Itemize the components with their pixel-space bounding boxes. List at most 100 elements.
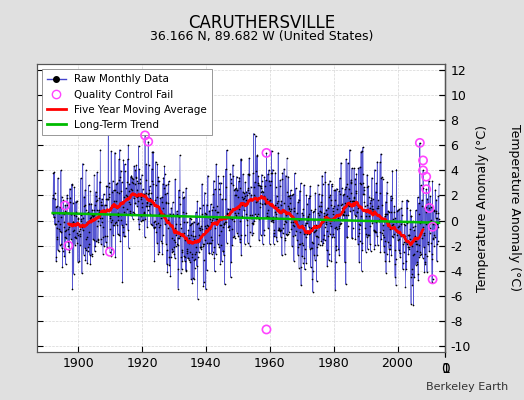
Point (297, 216, 305, 223)
Point (90, 236, 98, 243)
Point (403, 205, 411, 211)
Point (395, 247, 403, 254)
Point (342, 281, 350, 288)
Point (167, 205, 176, 211)
Point (79, 227, 87, 233)
Point (205, 208, 213, 214)
Point (330, 187, 339, 193)
Point (363, 172, 372, 178)
Point (300, 255, 309, 261)
Point (211, 224, 220, 231)
Point (92, 238, 100, 244)
Point (420, 259, 429, 265)
Point (431, 187, 440, 193)
Point (337, 202, 345, 208)
Point (158, 194, 166, 200)
Point (104, 196, 112, 202)
Point (162, 261, 171, 268)
Point (293, 252, 302, 258)
Point (241, 179, 249, 185)
Point (283, 231, 292, 238)
Point (131, 200, 139, 206)
Point (280, 199, 288, 206)
Point (144, 191, 152, 198)
Point (399, 249, 408, 255)
Point (242, 202, 250, 208)
Point (96, 222, 104, 228)
Point (218, 214, 226, 220)
Point (66, 199, 74, 205)
Point (431, 220, 439, 227)
Point (308, 244, 316, 251)
Point (207, 240, 215, 246)
Point (399, 266, 407, 272)
Point (380, 249, 388, 255)
Point (81, 257, 90, 263)
Point (378, 230, 386, 236)
Point (90, 212, 98, 218)
Point (97, 202, 105, 208)
Point (167, 212, 176, 219)
Point (401, 284, 410, 290)
Point (357, 148, 366, 154)
Point (150, 218, 159, 224)
Point (85, 229, 93, 235)
Point (144, 187, 152, 193)
Point (70, 226, 78, 233)
Point (146, 211, 154, 217)
Point (329, 231, 337, 237)
Point (431, 233, 439, 240)
Point (423, 269, 431, 275)
Point (233, 229, 241, 236)
Point (184, 227, 193, 233)
Point (327, 202, 335, 208)
Point (72, 213, 80, 220)
Point (185, 248, 194, 255)
Point (76, 242, 84, 249)
Point (204, 172, 212, 179)
Point (257, 172, 266, 178)
Point (312, 278, 321, 284)
Point (234, 193, 242, 200)
Point (170, 244, 178, 250)
Point (104, 196, 112, 202)
Point (405, 244, 413, 250)
Point (59, 211, 68, 218)
Point (220, 252, 228, 258)
Point (326, 192, 334, 198)
Point (147, 189, 156, 196)
Point (136, 196, 145, 202)
Point (386, 226, 394, 232)
Point (365, 213, 373, 219)
Point (157, 237, 165, 244)
Point (60, 234, 69, 241)
Point (215, 180, 223, 186)
Text: Berkeley Earth: Berkeley Earth (426, 382, 508, 392)
Point (334, 245, 343, 252)
Point (223, 210, 232, 217)
Point (102, 201, 110, 208)
Point (151, 224, 159, 230)
Point (252, 214, 260, 221)
Point (135, 166, 144, 173)
Point (368, 174, 376, 181)
Point (354, 232, 362, 239)
Point (152, 229, 161, 235)
Point (274, 203, 282, 210)
Point (102, 183, 111, 189)
Point (67, 211, 75, 217)
Point (124, 227, 132, 233)
Point (187, 221, 195, 227)
Point (48, 195, 57, 201)
Point (320, 232, 328, 238)
Point (226, 274, 235, 280)
Point (181, 258, 189, 264)
Point (323, 205, 332, 211)
Point (297, 263, 305, 270)
Point (243, 192, 251, 198)
Point (129, 192, 138, 198)
Point (199, 241, 207, 247)
Point (337, 200, 346, 207)
Point (87, 214, 95, 220)
Point (173, 240, 181, 247)
